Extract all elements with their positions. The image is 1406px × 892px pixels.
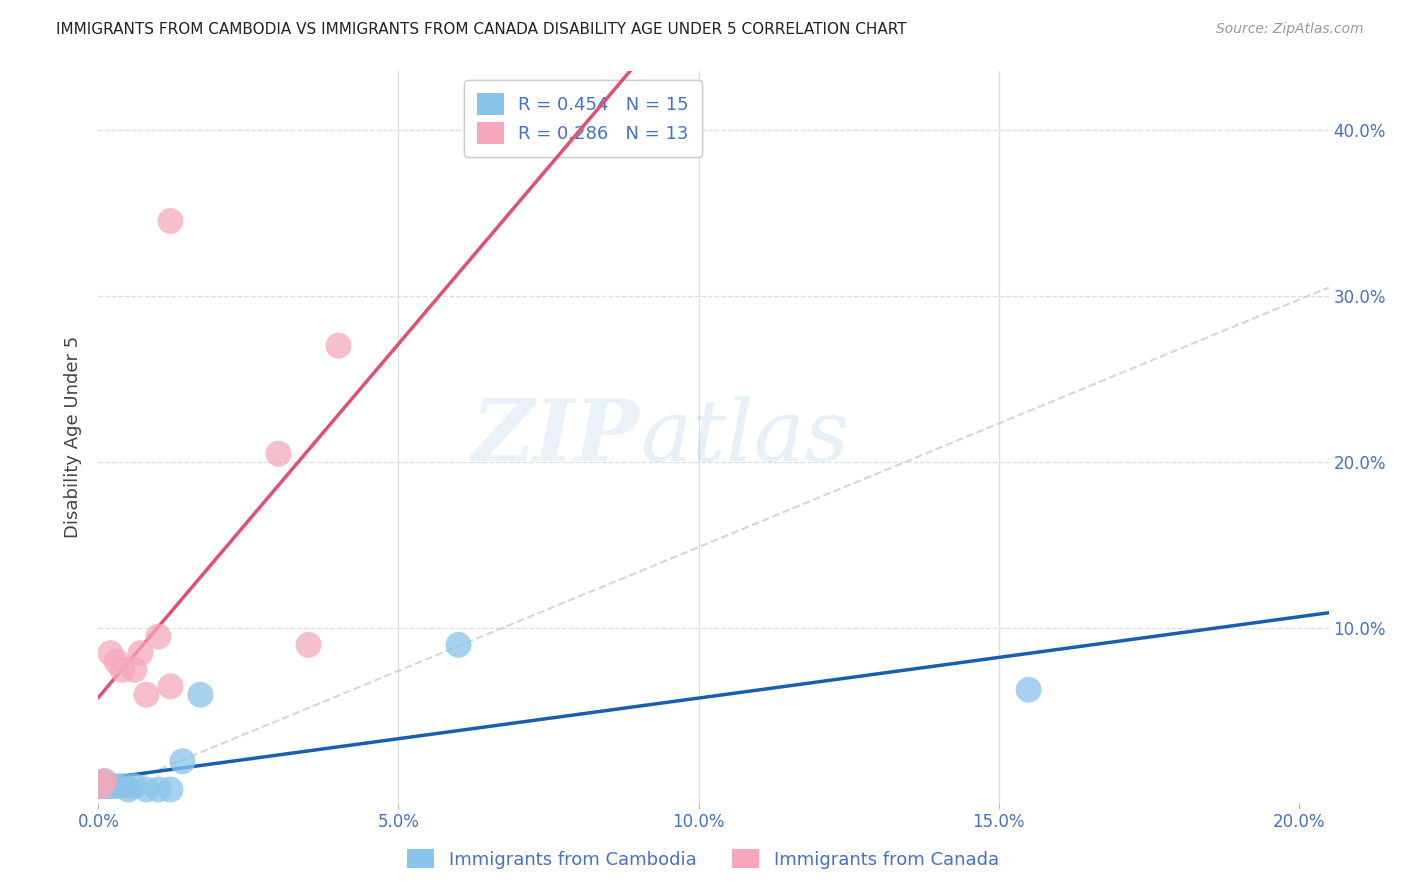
Point [93, 774, 115, 789]
Point [90, 779, 112, 793]
Point [267, 447, 290, 461]
Point [297, 638, 319, 652]
Point [135, 782, 157, 797]
Point [159, 214, 181, 228]
Legend: R = 0.454   N = 15, R = 0.286   N = 13: R = 0.454 N = 15, R = 0.286 N = 13 [464, 80, 702, 157]
Point [447, 638, 470, 652]
Point [328, 338, 350, 352]
Point [111, 663, 134, 677]
Point [129, 646, 152, 660]
Legend: Immigrants from Cambodia, Immigrants from Canada: Immigrants from Cambodia, Immigrants fro… [399, 842, 1007, 876]
Point [148, 630, 170, 644]
Point [148, 782, 170, 797]
Point [96, 779, 118, 793]
Point [124, 779, 146, 793]
Point [190, 688, 212, 702]
Point [135, 688, 157, 702]
Point [111, 779, 134, 793]
Point [105, 779, 128, 793]
Point [100, 646, 122, 660]
Text: atlas: atlas [640, 396, 849, 478]
Point [124, 663, 146, 677]
Point [172, 754, 194, 768]
Point [105, 655, 128, 669]
Point [159, 680, 181, 694]
Point [1018, 682, 1040, 697]
Point [117, 782, 139, 797]
Text: ZIP: ZIP [472, 395, 640, 479]
Text: IMMIGRANTS FROM CAMBODIA VS IMMIGRANTS FROM CANADA DISABILITY AGE UNDER 5 CORREL: IMMIGRANTS FROM CAMBODIA VS IMMIGRANTS F… [56, 22, 907, 37]
Point [90, 779, 112, 793]
Point [100, 779, 122, 793]
Y-axis label: Disability Age Under 5: Disability Age Under 5 [65, 336, 83, 538]
Point [159, 782, 181, 797]
Point [93, 774, 115, 789]
Text: Source: ZipAtlas.com: Source: ZipAtlas.com [1216, 22, 1364, 37]
